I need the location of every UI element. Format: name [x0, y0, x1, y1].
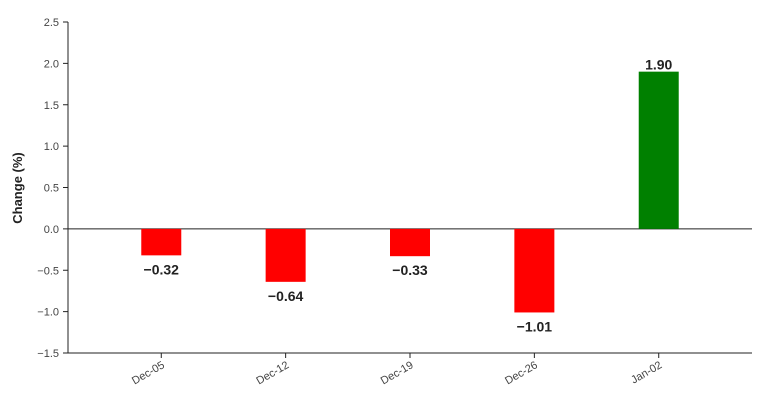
y-tick-label: −1.5: [37, 348, 59, 360]
y-tick-label: −0.5: [37, 265, 59, 277]
y-tick-label: 2.0: [44, 58, 59, 70]
bar: [638, 71, 679, 229]
value-label: 1.90: [645, 57, 672, 73]
x-tick-label: Dec-26: [503, 359, 540, 387]
y-tick-label: 1.5: [44, 100, 59, 112]
value-label: −1.01: [517, 318, 553, 334]
x-tick-label: Jan-02: [629, 359, 664, 386]
value-label: −0.64: [268, 288, 304, 304]
bar: [141, 228, 182, 256]
x-tick-label: Dec-12: [254, 359, 291, 387]
y-tick-label: −1.0: [37, 307, 59, 319]
y-tick-label: 0.0: [44, 224, 59, 236]
value-label: −0.33: [392, 262, 428, 278]
y-tick-label: 0.5: [44, 183, 59, 195]
y-axis-label: Change (%): [10, 152, 25, 224]
bar: [390, 228, 430, 257]
x-tick-label: Dec-05: [130, 359, 167, 387]
bar: [514, 228, 555, 313]
bar: [265, 228, 306, 282]
value-label: −0.32: [144, 261, 180, 277]
x-tick-label: Dec-19: [379, 359, 416, 387]
y-tick-label: 1.0: [44, 141, 59, 153]
y-tick-label: 2.5: [44, 17, 59, 29]
